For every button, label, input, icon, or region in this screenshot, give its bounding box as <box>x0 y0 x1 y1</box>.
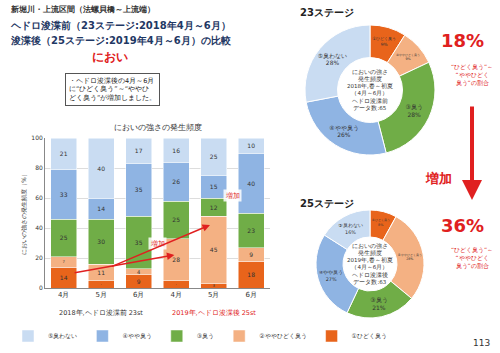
svg-text:浚渫後（25ステージ:2019年4月～6月）の比較: 浚渫後（25ステージ:2019年4月～6月）の比較 <box>10 35 232 46</box>
svg-text:7: 7 <box>62 259 65 264</box>
svg-text:ヘドロ浚渫前（23ステージ:2018年4月～6月）: ヘドロ浚渫前（23ステージ:2018年4月～6月） <box>10 20 231 31</box>
svg-text:においの強さ発生頻度2018年,春～初夏（4月～6月）ヘドロ: においの強さ発生頻度2018年,春～初夏（4月～6月）ヘドロ浚渫前データ数:65 <box>347 69 393 111</box>
svg-text:⑤臭わない28%: ⑤臭わない28% <box>318 53 347 67</box>
svg-text:①ひどく臭う: ①ひどく臭う <box>352 332 387 340</box>
svg-text:③臭う: ③臭う <box>197 332 214 340</box>
svg-text:④やや臭う26%: ④やや臭う26% <box>329 125 358 139</box>
svg-text:80: 80 <box>35 164 43 171</box>
svg-text:・ヘドロ浚渫後の4月～6月に“ひどく臭う”～“ややひどく臭う: ・ヘドロ浚渫後の4月～6月に“ひどく臭う”～“ややひどく臭う”が増加しました。 <box>69 77 156 102</box>
svg-text:“ひどく臭う”～“ややひどく臭う”の割合: “ひどく臭う”～“ややひどく臭う”の割合 <box>451 63 493 87</box>
svg-text:113: 113 <box>473 338 490 348</box>
svg-text:25: 25 <box>172 216 180 223</box>
svg-text:9: 9 <box>137 278 141 285</box>
svg-text:4月: 4月 <box>58 291 69 299</box>
svg-text:18%: 18% <box>441 30 484 51</box>
svg-text:4: 4 <box>137 269 140 275</box>
svg-text:6月: 6月 <box>133 291 144 299</box>
svg-text:②ややひどく臭う28%: ②ややひどく臭う28% <box>398 253 422 261</box>
svg-text:40: 40 <box>97 165 105 172</box>
svg-text:④やや臭う27%: ④やや臭う27% <box>319 269 343 281</box>
svg-text:0: 0 <box>39 284 43 291</box>
svg-text:12: 12 <box>210 204 218 211</box>
svg-text:新堀川・上流区間（法螺貝橋～上流端）: 新堀川・上流区間（法螺貝橋～上流端） <box>10 4 155 14</box>
svg-text:においの強さの発生頻度（%）: においの強さの発生頻度（%） <box>20 171 28 255</box>
svg-text:増加: 増加 <box>150 239 165 248</box>
svg-text:18: 18 <box>247 271 255 278</box>
svg-text:20: 20 <box>35 254 43 261</box>
svg-text:9: 9 <box>249 251 253 258</box>
svg-text:40: 40 <box>247 180 255 187</box>
svg-text:4月: 4月 <box>171 291 182 299</box>
svg-text:においの強さ発生頻度2019年,春～初夏（4月～6月）ヘドロ: においの強さ発生頻度2019年,春～初夏（4月～6月）ヘドロ浚渫後データ数:63 <box>347 243 393 285</box>
svg-text:③臭う28%: ③臭う28% <box>405 103 422 118</box>
svg-text:45: 45 <box>210 246 218 253</box>
svg-text:25ステージ: 25ステージ <box>300 198 354 209</box>
svg-text:14: 14 <box>60 274 68 281</box>
svg-text:30: 30 <box>97 238 105 245</box>
svg-text:5: 5 <box>101 284 102 286</box>
svg-text:23ステージ: 23ステージ <box>300 7 354 18</box>
svg-text:増加: 増加 <box>425 171 452 186</box>
svg-text:25: 25 <box>210 153 218 160</box>
svg-text:6月: 6月 <box>246 291 257 299</box>
svg-text:26: 26 <box>172 178 180 185</box>
svg-text:60: 60 <box>35 194 43 201</box>
svg-text:④やや臭う: ④やや臭う <box>122 332 151 340</box>
svg-text:28: 28 <box>172 256 180 263</box>
svg-text:②ややひどく臭う9%: ②ややひどく臭う9% <box>396 53 420 61</box>
svg-text:3: 3 <box>212 283 215 288</box>
svg-text:21: 21 <box>60 150 68 157</box>
svg-text:2019年,ヘドロ浚渫後 25st: 2019年,ヘドロ浚渫後 25st <box>172 309 256 317</box>
svg-text:①ひどく臭う8%: ①ひどく臭う8% <box>372 218 390 226</box>
svg-text:においの強さの発生頻度: においの強さの発生頻度 <box>114 123 202 132</box>
svg-text:②ややひどく臭う: ②ややひどく臭う <box>259 332 306 340</box>
svg-text:16: 16 <box>172 147 180 154</box>
svg-text:“ひどく臭う”～“ややひどく臭う”の割合: “ひどく臭う”～“ややひどく臭う”の割合 <box>451 246 493 270</box>
svg-text:③臭う21%: ③臭う21% <box>370 296 387 311</box>
svg-text:11: 11 <box>97 269 105 276</box>
svg-text:⑤臭わない16%: ⑤臭わない16% <box>338 222 362 234</box>
svg-text:15: 15 <box>210 183 218 190</box>
svg-text:①ひどく臭う9%: ①ひどく臭う9% <box>372 36 396 47</box>
svg-text:36%: 36% <box>441 215 484 236</box>
svg-text:2018年,ヘドロ浚渫前 23st: 2018年,ヘドロ浚渫前 23st <box>59 309 143 317</box>
svg-text:5月: 5月 <box>208 291 219 299</box>
svg-text:23: 23 <box>247 227 255 234</box>
svg-text:におい: におい <box>92 50 128 64</box>
svg-text:17: 17 <box>135 147 143 154</box>
svg-text:33: 33 <box>60 191 68 198</box>
svg-text:5: 5 <box>176 284 177 286</box>
svg-text:35: 35 <box>135 186 143 193</box>
svg-text:5月: 5月 <box>96 291 107 299</box>
svg-text:35: 35 <box>135 239 143 246</box>
svg-text:40: 40 <box>35 224 43 231</box>
svg-text:増加: 増加 <box>225 191 240 200</box>
svg-text:25: 25 <box>60 234 68 241</box>
svg-text:100: 100 <box>31 134 43 141</box>
svg-text:⑤臭わない: ⑤臭わない <box>48 332 77 340</box>
svg-text:14: 14 <box>97 205 105 212</box>
svg-text:10: 10 <box>247 142 255 149</box>
